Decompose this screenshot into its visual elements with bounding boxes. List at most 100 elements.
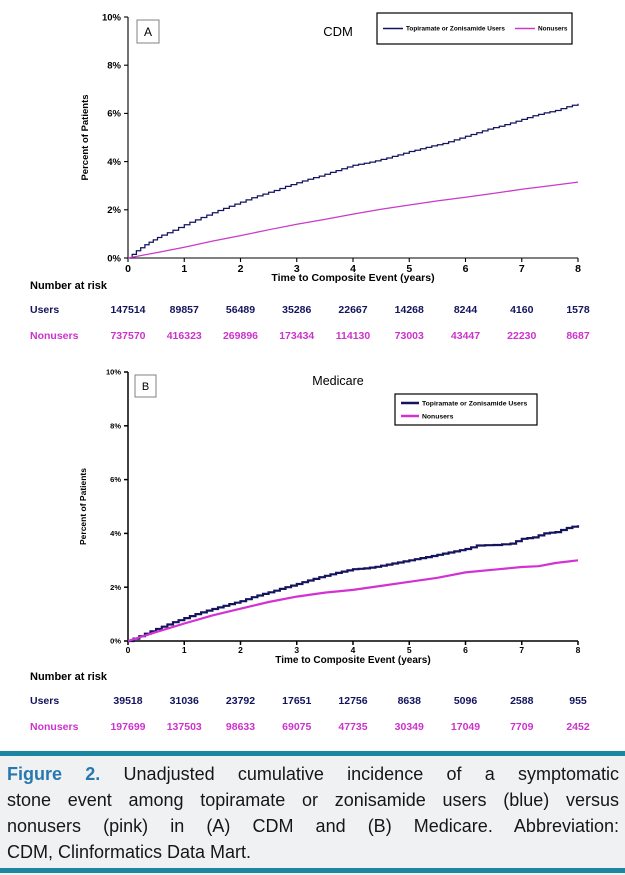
x-tick-label: 1 bbox=[181, 263, 187, 275]
risk-value: 43447 bbox=[450, 330, 481, 342]
caption-line-2: stone event among topiramate or zonisami… bbox=[7, 790, 619, 810]
risk-value: 4160 bbox=[510, 304, 534, 316]
y-tick-label: 8% bbox=[110, 421, 121, 430]
series-line-users bbox=[128, 103, 579, 259]
risk-row-label: Users bbox=[30, 695, 60, 707]
x-tick-label: 4 bbox=[350, 263, 356, 275]
y-tick-label: 0% bbox=[107, 253, 121, 264]
x-tick-label: 3 bbox=[294, 263, 300, 275]
risk-value: 1578 bbox=[566, 304, 590, 316]
y-tick-label: 6% bbox=[107, 109, 121, 120]
risk-value: 22667 bbox=[338, 304, 368, 316]
x-tick-label: 6 bbox=[463, 645, 468, 655]
caption-text: Figure 2. Unadjusted cumulative incidenc… bbox=[7, 761, 619, 865]
x-tick-label: 2 bbox=[238, 645, 243, 655]
risk-row-label: Users bbox=[30, 304, 60, 316]
risk-value: 955 bbox=[569, 695, 587, 707]
risk-value: 147514 bbox=[110, 304, 146, 316]
legend-label: Topiramate or Zonisamide Users bbox=[406, 26, 505, 33]
risk-value: 197699 bbox=[110, 721, 146, 733]
x-tick-label: 7 bbox=[519, 263, 525, 275]
y-tick-label: 6% bbox=[110, 475, 121, 484]
y-tick-label: 4% bbox=[110, 529, 121, 538]
y-tick-label: 0% bbox=[110, 637, 121, 646]
caption-top-rule bbox=[0, 751, 625, 756]
risk-row-users: Users 147514 89857 56489 35286 22667 14268 8244… bbox=[0, 304, 625, 318]
risk-value: 73003 bbox=[394, 330, 424, 342]
x-tick-label: 0 bbox=[126, 645, 131, 655]
x-axis-title: Time to Composite Event (years) bbox=[271, 272, 434, 284]
panel-letter: B bbox=[142, 381, 149, 393]
x-tick-label: 1 bbox=[182, 645, 187, 655]
figure-label: Figure 2. bbox=[7, 764, 101, 784]
x-tick-label: 6 bbox=[463, 263, 469, 275]
y-axis-title: Percent of Patients bbox=[80, 94, 91, 180]
risk-value: 14268 bbox=[394, 304, 424, 316]
risk-value: 39518 bbox=[113, 695, 143, 707]
series-line-users bbox=[128, 525, 580, 643]
legend-label: Topiramate or Zonisamide Users bbox=[422, 400, 527, 407]
y-tick-label: 2% bbox=[110, 583, 121, 592]
legend-label: Nonusers bbox=[538, 26, 568, 33]
risk-value: 8638 bbox=[397, 695, 421, 707]
y-axis-title: Percent of Patients bbox=[78, 468, 88, 545]
x-tick-label: 4 bbox=[351, 645, 356, 655]
figure-caption: Figure 2. Unadjusted cumulative incidenc… bbox=[0, 751, 625, 875]
legend-box bbox=[376, 12, 573, 45]
x-axis-title: Time to Composite Event (years) bbox=[275, 655, 430, 666]
panel-b-number-at-risk-label: Number at risk bbox=[30, 671, 108, 683]
y-tick-label: 10% bbox=[106, 368, 121, 377]
risk-row-nonusers: Nonusers 197699 137503 98633 69075 47735 30349… bbox=[0, 721, 625, 735]
y-tick-label: 10% bbox=[102, 12, 122, 23]
panel-a-number-at-risk-label: Number at risk bbox=[30, 280, 108, 292]
x-tick-label: 5 bbox=[406, 263, 412, 275]
y-tick-label: 8% bbox=[107, 61, 121, 72]
panel-b-chart: 0% 2% 4% 6% 8% 10% 0 1 2 3 4 5 6 7 8 Time to Composite … bbox=[78, 368, 581, 666]
risk-value: 173434 bbox=[279, 330, 315, 342]
risk-value: 35286 bbox=[282, 304, 312, 316]
y-tick-label: 4% bbox=[107, 157, 121, 168]
risk-value: 17049 bbox=[450, 721, 481, 733]
risk-value: 17651 bbox=[282, 695, 312, 707]
risk-row-label: Nonusers bbox=[30, 721, 79, 733]
risk-row-nonusers: Nonusers 737570 416323 269896 173434 114130 73… bbox=[0, 330, 625, 344]
panel-letter-box bbox=[136, 19, 160, 44]
risk-row-label: Nonusers bbox=[30, 330, 79, 342]
legend-box bbox=[394, 393, 538, 426]
risk-value: 269896 bbox=[222, 330, 259, 342]
x-tick-label: 5 bbox=[407, 645, 412, 655]
x-tick-label: 8 bbox=[576, 645, 581, 655]
risk-value: 30349 bbox=[394, 721, 424, 733]
risk-value: 8687 bbox=[566, 330, 590, 342]
risk-value: 8244 bbox=[453, 304, 478, 316]
caption-line-4: CDM, Clinformatics Data Mart. bbox=[7, 842, 252, 862]
risk-value: 98633 bbox=[225, 721, 256, 733]
caption-line-1: Figure 2. Unadjusted cumulative incidenc… bbox=[7, 761, 619, 787]
y-tick-label: 2% bbox=[107, 205, 121, 216]
risk-value: 114130 bbox=[335, 330, 371, 342]
risk-value: 31036 bbox=[169, 695, 199, 707]
risk-value: 69075 bbox=[282, 721, 312, 733]
risk-value: 2588 bbox=[510, 695, 534, 707]
risk-value: 2452 bbox=[566, 721, 590, 733]
risk-row-users: Users 39518 31036 23792 17651 12756 8638 5096 25… bbox=[0, 695, 625, 709]
risk-value: 137503 bbox=[166, 721, 202, 733]
series-line-nonusers bbox=[127, 181, 579, 259]
x-tick-label: 2 bbox=[238, 263, 244, 275]
x-tick-label: 7 bbox=[519, 645, 524, 655]
risk-value: 56489 bbox=[225, 304, 256, 316]
risk-value: 23792 bbox=[225, 695, 256, 707]
panel-a-chart: 0% 2% 4% 6% 8% 10% 0 1 2 3 4 5 6 7 8 Time to Composite … bbox=[80, 12, 581, 284]
risk-value: 416323 bbox=[166, 330, 202, 342]
x-tick-label: 8 bbox=[575, 263, 581, 275]
legend-label: Nonusers bbox=[422, 413, 454, 420]
panel-title: Medicare bbox=[312, 374, 363, 388]
x-tick-label: 3 bbox=[294, 645, 299, 655]
risk-value: 737570 bbox=[110, 330, 146, 342]
panel-title: CDM bbox=[323, 24, 353, 39]
caption-bottom-rule bbox=[0, 868, 625, 873]
risk-value: 89857 bbox=[169, 304, 199, 316]
panel-letter-box bbox=[134, 374, 157, 398]
risk-value: 47735 bbox=[338, 721, 368, 733]
